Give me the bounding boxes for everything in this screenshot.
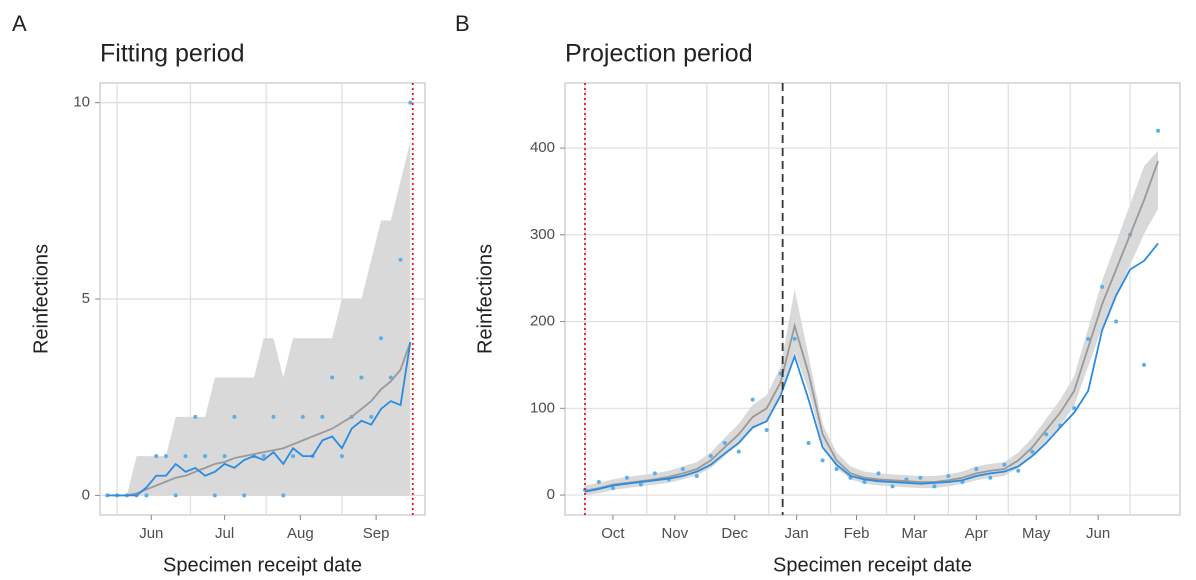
point bbox=[271, 414, 276, 419]
panel-label: B bbox=[455, 11, 470, 36]
point bbox=[281, 493, 286, 498]
point bbox=[1002, 462, 1007, 467]
point bbox=[398, 257, 403, 262]
point bbox=[173, 493, 178, 498]
point bbox=[339, 454, 344, 459]
point bbox=[320, 414, 325, 419]
y-axis-title: Reinfections bbox=[30, 244, 52, 354]
plot-panel bbox=[564, 82, 1181, 516]
panel-label: A bbox=[12, 11, 27, 36]
y-tick-label: 5 bbox=[82, 290, 90, 307]
point bbox=[193, 414, 198, 419]
point bbox=[764, 427, 769, 432]
x-tick-label: Aug bbox=[287, 525, 314, 542]
x-tick-label: Mar bbox=[902, 525, 928, 542]
point bbox=[388, 375, 393, 380]
point bbox=[918, 475, 923, 480]
point bbox=[834, 467, 839, 472]
point bbox=[862, 480, 867, 485]
x-axis-title: Specimen receipt date bbox=[773, 554, 972, 576]
point bbox=[300, 414, 305, 419]
chart-title: Fitting period bbox=[100, 40, 245, 68]
x-tick-label: Apr bbox=[965, 525, 988, 542]
point bbox=[792, 336, 797, 341]
point bbox=[820, 458, 825, 463]
point bbox=[722, 441, 727, 445]
point bbox=[212, 493, 217, 498]
x-tick-label: Nov bbox=[661, 525, 688, 542]
point bbox=[154, 454, 159, 459]
point bbox=[203, 454, 208, 459]
point bbox=[359, 375, 364, 380]
point bbox=[806, 441, 811, 445]
point bbox=[890, 484, 895, 489]
point bbox=[932, 484, 937, 489]
point bbox=[624, 475, 629, 480]
x-tick-label: Jun bbox=[139, 525, 163, 542]
point bbox=[1114, 319, 1119, 324]
point bbox=[596, 480, 601, 485]
line bbox=[107, 342, 412, 497]
point bbox=[652, 471, 657, 476]
point bbox=[163, 454, 168, 459]
band bbox=[107, 141, 411, 496]
point bbox=[876, 471, 881, 476]
y-tick-label: 100 bbox=[530, 399, 555, 416]
point bbox=[1072, 406, 1077, 411]
x-tick-label: Jul bbox=[215, 525, 234, 542]
point bbox=[291, 454, 296, 459]
y-tick-label: 400 bbox=[530, 139, 555, 156]
y-tick-label: 0 bbox=[547, 486, 555, 503]
x-tick-label: Feb bbox=[844, 525, 870, 542]
point bbox=[1030, 449, 1035, 454]
y-tick-label: 300 bbox=[530, 226, 555, 243]
x-tick-label: Oct bbox=[601, 525, 625, 542]
line bbox=[584, 160, 1159, 492]
point bbox=[1086, 336, 1091, 341]
point bbox=[379, 336, 384, 341]
x-tick-label: Dec bbox=[721, 525, 748, 542]
point bbox=[330, 375, 335, 380]
point bbox=[610, 486, 615, 491]
point bbox=[369, 414, 374, 419]
point bbox=[736, 449, 741, 454]
point bbox=[242, 493, 247, 498]
y-tick-label: 200 bbox=[530, 313, 555, 330]
point bbox=[708, 454, 713, 459]
x-tick-label: Jun bbox=[1086, 525, 1110, 542]
x-tick-label: May bbox=[1022, 525, 1051, 542]
chart-title: Projection period bbox=[565, 40, 753, 68]
point bbox=[222, 454, 227, 459]
point bbox=[144, 493, 149, 498]
point bbox=[408, 100, 413, 105]
x-tick-label: Sep bbox=[363, 525, 390, 542]
line bbox=[584, 242, 1159, 493]
point bbox=[680, 467, 685, 472]
y-tick-label: 10 bbox=[73, 94, 90, 111]
point bbox=[1142, 362, 1147, 367]
line bbox=[107, 341, 412, 497]
point bbox=[1156, 128, 1161, 133]
point bbox=[694, 473, 699, 478]
point bbox=[974, 467, 979, 472]
point bbox=[988, 475, 993, 480]
y-tick-label: 0 bbox=[82, 486, 90, 503]
point bbox=[946, 473, 951, 478]
point bbox=[1016, 468, 1021, 473]
x-axis-title: Specimen receipt date bbox=[163, 554, 362, 576]
x-tick-label: Jan bbox=[785, 525, 809, 542]
point bbox=[183, 454, 188, 459]
point bbox=[232, 414, 237, 419]
point bbox=[1044, 432, 1049, 437]
point bbox=[1100, 284, 1105, 289]
point bbox=[638, 482, 643, 487]
point bbox=[261, 454, 266, 459]
point bbox=[750, 397, 755, 402]
y-axis-title: Reinfections bbox=[474, 244, 496, 354]
